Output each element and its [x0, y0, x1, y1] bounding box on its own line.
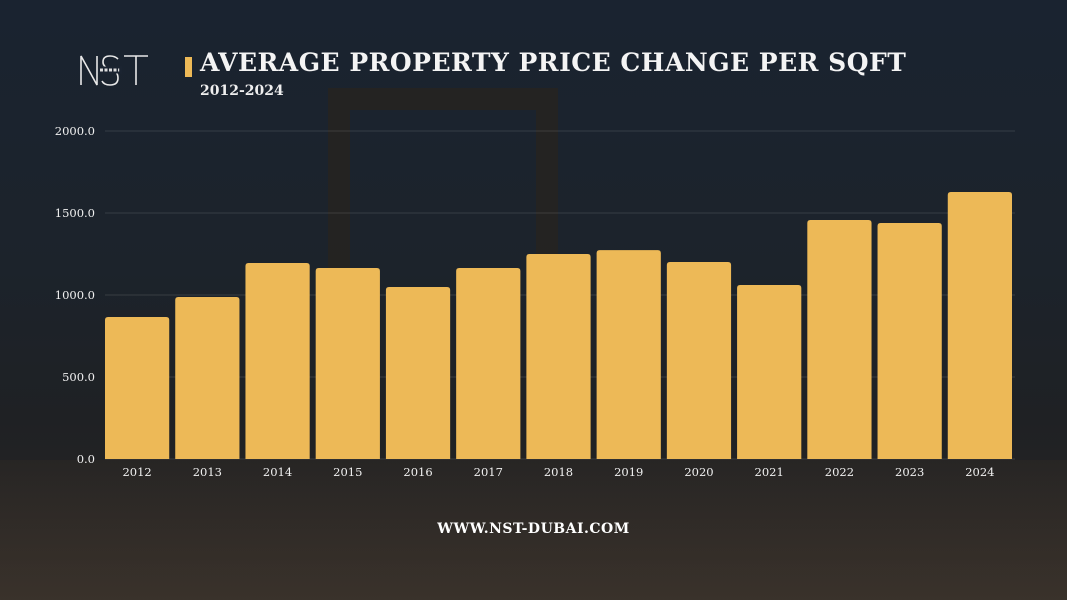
- x-tick-label: 2016: [403, 465, 432, 479]
- nst-dubai-logo: [78, 52, 150, 88]
- x-tick-label: 2015: [333, 465, 362, 479]
- x-tick-label: 2021: [755, 465, 784, 479]
- y-tick-label: 2000.0: [55, 124, 95, 138]
- logo-subtext-mark: [100, 68, 120, 72]
- x-tick-label: 2012: [122, 465, 151, 479]
- chart-subtitle: 2012-2024: [200, 83, 284, 99]
- y-tick-label: 1000.0: [55, 288, 95, 302]
- x-tick-label: 2018: [544, 465, 573, 479]
- bar-2021: [737, 284, 802, 459]
- bar-2020: [666, 262, 732, 459]
- bar-2024: [947, 192, 1012, 459]
- bar-2014: [245, 263, 310, 459]
- logo-letter-n: [80, 55, 98, 86]
- bar-2017: [456, 267, 521, 459]
- bar-2022: [807, 220, 872, 459]
- bar-2012: [105, 316, 170, 459]
- x-tick-label: 2024: [965, 465, 994, 479]
- x-tick-label: 2020: [684, 465, 713, 479]
- chart-title: AVERAGE PROPERTY PRICE CHANGE PER SQFT: [200, 48, 907, 77]
- logo-graphic: [80, 55, 148, 86]
- title-accent-bar: [185, 57, 192, 77]
- x-tick-label: 2013: [193, 465, 222, 479]
- x-tick-label: 2014: [263, 465, 292, 479]
- y-tick-label: 0.0: [77, 452, 95, 466]
- bar-2016: [385, 286, 451, 459]
- x-tick-label: 2022: [825, 465, 854, 479]
- bar-2019: [596, 250, 661, 459]
- logo-letter-t: [124, 55, 148, 85]
- background-ground: [0, 460, 1067, 600]
- y-tick-label: 1500.0: [55, 206, 95, 220]
- y-tick-label: 500.0: [62, 370, 95, 384]
- x-tick-label: 2023: [895, 465, 924, 479]
- website-link[interactable]: WWW.NST-DUBAI.COM: [437, 521, 630, 537]
- x-tick-label: 2017: [474, 465, 503, 479]
- background-dubai-frame: [328, 88, 558, 308]
- bar-2013: [175, 296, 240, 459]
- bar-2023: [877, 223, 942, 459]
- x-tick-label: 2019: [614, 465, 643, 479]
- bar-2018: [526, 254, 591, 459]
- bar-2015: [315, 267, 380, 459]
